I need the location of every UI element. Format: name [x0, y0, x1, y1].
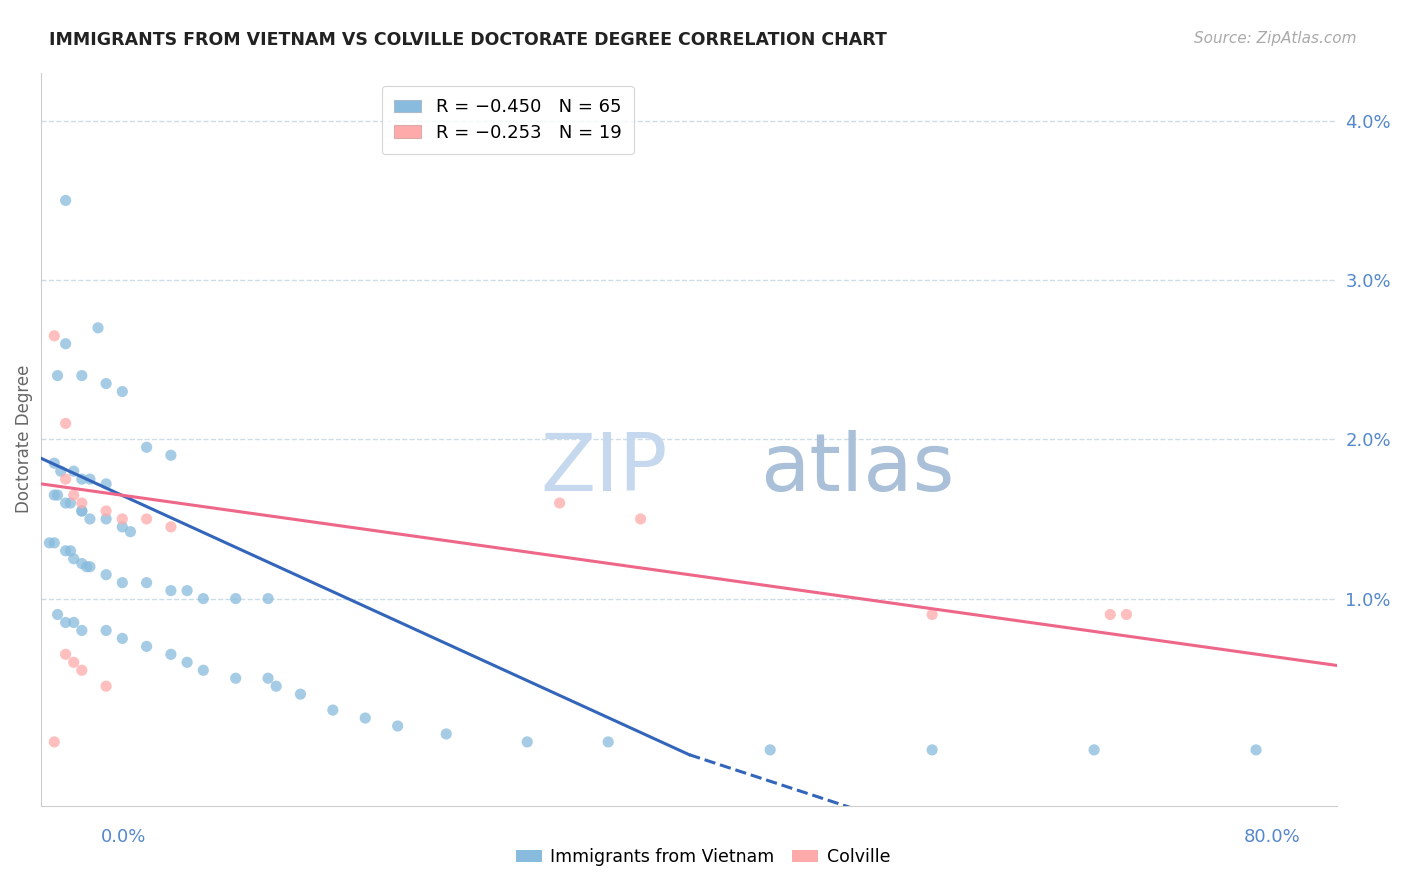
Y-axis label: Doctorate Degree: Doctorate Degree: [15, 365, 32, 514]
Point: [160, 583, 183, 598]
Point: [70, 472, 93, 486]
Point: [62, 464, 84, 478]
Point: [55, 648, 77, 662]
Point: [44, 536, 66, 550]
Point: [759, 743, 782, 757]
Point: [62, 615, 84, 630]
Point: [434, 727, 457, 741]
Point: [70, 504, 93, 518]
Point: [62, 551, 84, 566]
Point: [176, 583, 198, 598]
Point: [70, 663, 93, 677]
Point: [76, 559, 98, 574]
Point: [46, 368, 69, 383]
Text: ZIP: ZIP: [540, 430, 668, 508]
Point: [111, 575, 134, 590]
Point: [193, 663, 215, 677]
Point: [176, 655, 198, 669]
Point: [44, 735, 66, 749]
Point: [111, 512, 134, 526]
Point: [160, 448, 183, 462]
Point: [264, 679, 287, 693]
Point: [630, 512, 652, 526]
Point: [290, 687, 312, 701]
Point: [257, 591, 280, 606]
Point: [62, 488, 84, 502]
Point: [55, 336, 77, 351]
Point: [46, 488, 69, 502]
Point: [225, 591, 247, 606]
Text: 0.0%: 0.0%: [101, 828, 146, 846]
Point: [46, 607, 69, 622]
Point: [598, 735, 620, 749]
Point: [79, 559, 101, 574]
Legend: R = −0.450   N = 65, R = −0.253   N = 19: R = −0.450 N = 65, R = −0.253 N = 19: [381, 86, 634, 154]
Point: [135, 575, 157, 590]
Point: [111, 520, 134, 534]
Text: Source: ZipAtlas.com: Source: ZipAtlas.com: [1194, 31, 1357, 46]
Point: [257, 671, 280, 685]
Point: [70, 368, 93, 383]
Point: [111, 632, 134, 646]
Point: [55, 472, 77, 486]
Point: [55, 194, 77, 208]
Point: [135, 512, 157, 526]
Point: [94, 567, 117, 582]
Point: [1244, 743, 1267, 757]
Point: [1083, 743, 1105, 757]
Point: [94, 624, 117, 638]
Point: [1115, 607, 1137, 622]
Point: [160, 520, 183, 534]
Point: [49, 464, 72, 478]
Point: [111, 384, 134, 399]
Point: [94, 512, 117, 526]
Point: [94, 679, 117, 693]
Point: [55, 543, 77, 558]
Point: [70, 624, 93, 638]
Point: [38, 536, 60, 550]
Point: [548, 496, 571, 510]
Point: [94, 476, 117, 491]
Point: [135, 440, 157, 454]
Point: [44, 328, 66, 343]
Point: [516, 735, 538, 749]
Point: [70, 496, 93, 510]
Point: [160, 648, 183, 662]
Point: [55, 615, 77, 630]
Text: 80.0%: 80.0%: [1244, 828, 1301, 846]
Point: [225, 671, 247, 685]
Point: [135, 640, 157, 654]
Point: [62, 655, 84, 669]
Point: [120, 524, 142, 539]
Point: [79, 472, 101, 486]
Point: [387, 719, 409, 733]
Point: [193, 591, 215, 606]
Point: [44, 488, 66, 502]
Point: [921, 607, 943, 622]
Point: [44, 456, 66, 470]
Point: [921, 743, 943, 757]
Point: [70, 557, 93, 571]
Point: [94, 504, 117, 518]
Point: [354, 711, 377, 725]
Point: [87, 321, 110, 335]
Point: [55, 417, 77, 431]
Text: IMMIGRANTS FROM VIETNAM VS COLVILLE DOCTORATE DEGREE CORRELATION CHART: IMMIGRANTS FROM VIETNAM VS COLVILLE DOCT…: [49, 31, 887, 49]
Legend: Immigrants from Vietnam, Colville: Immigrants from Vietnam, Colville: [509, 841, 897, 872]
Point: [94, 376, 117, 391]
Text: atlas: atlas: [761, 430, 955, 508]
Point: [322, 703, 344, 717]
Point: [1099, 607, 1122, 622]
Point: [55, 496, 77, 510]
Point: [59, 496, 82, 510]
Point: [59, 543, 82, 558]
Point: [70, 504, 93, 518]
Point: [79, 512, 101, 526]
